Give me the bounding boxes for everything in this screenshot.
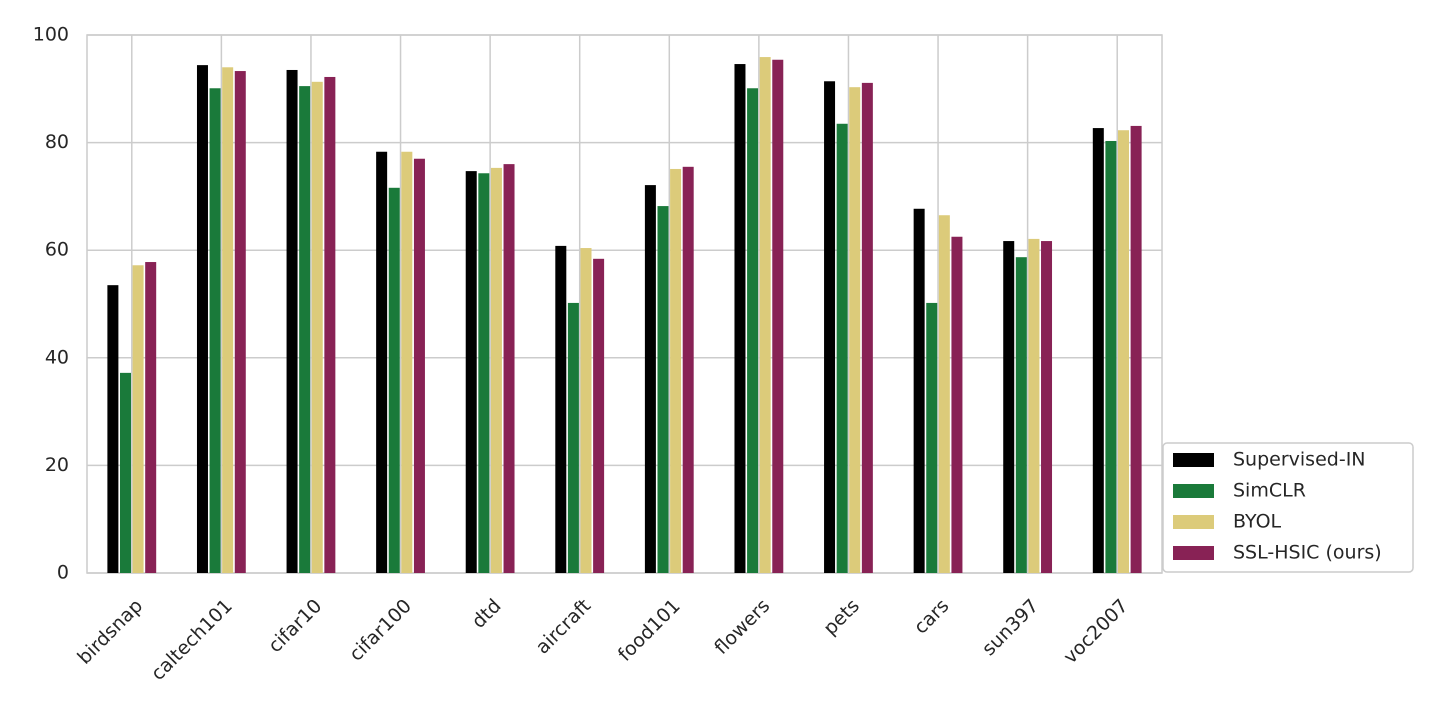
bar bbox=[593, 258, 605, 573]
bar bbox=[759, 57, 771, 574]
y-tick-label: 60 bbox=[45, 239, 69, 261]
bar bbox=[1105, 140, 1117, 573]
bar bbox=[132, 265, 144, 573]
x-tick-label: dtd bbox=[468, 595, 506, 633]
bar bbox=[1041, 241, 1053, 573]
bar bbox=[196, 65, 208, 574]
x-tick-label: voc2007 bbox=[1059, 595, 1132, 668]
bar bbox=[222, 67, 234, 573]
bar bbox=[311, 81, 323, 573]
bar bbox=[657, 206, 669, 574]
bar bbox=[209, 88, 221, 574]
bar bbox=[465, 171, 477, 573]
bar bbox=[644, 185, 656, 574]
legend-swatch bbox=[1173, 546, 1214, 560]
bar bbox=[580, 248, 592, 573]
bar bbox=[299, 86, 311, 574]
bar bbox=[1092, 128, 1104, 573]
y-tick-label: 0 bbox=[57, 562, 69, 584]
bar bbox=[682, 166, 694, 573]
x-tick-label: sun397 bbox=[978, 595, 1043, 660]
bar bbox=[926, 302, 938, 573]
bar bbox=[478, 173, 490, 574]
legend-box bbox=[1162, 442, 1414, 573]
legend-label: SimCLR bbox=[1233, 480, 1306, 502]
bar bbox=[413, 158, 425, 574]
bar bbox=[1015, 257, 1027, 573]
bar bbox=[951, 236, 963, 573]
bar bbox=[747, 88, 759, 574]
x-tick-label: food101 bbox=[614, 595, 685, 666]
x-tick-label: cifar100 bbox=[345, 595, 416, 666]
x-tick-label: pets bbox=[819, 595, 864, 640]
plot-area bbox=[86, 34, 1163, 574]
bar bbox=[119, 372, 131, 573]
bar bbox=[567, 302, 579, 573]
bar bbox=[670, 168, 682, 573]
x-tick-label: aircraft bbox=[531, 595, 595, 659]
legend-swatch bbox=[1173, 453, 1214, 467]
bar bbox=[286, 69, 298, 573]
bar bbox=[145, 262, 157, 573]
y-tick-label: 80 bbox=[45, 131, 69, 153]
bar bbox=[324, 76, 336, 574]
y-tick-label: 20 bbox=[45, 454, 69, 476]
bar bbox=[824, 81, 836, 573]
x-tick-label: caltech101 bbox=[147, 595, 237, 685]
bar bbox=[490, 167, 502, 574]
bar bbox=[913, 208, 925, 574]
bar bbox=[1028, 238, 1040, 574]
bar bbox=[734, 64, 746, 573]
bar bbox=[107, 285, 119, 573]
x-tick-label: birdsnap bbox=[73, 595, 147, 669]
x-tick-label: flowers bbox=[710, 595, 774, 659]
legend-label: Supervised-IN bbox=[1233, 449, 1366, 471]
x-tick-label: cifar10 bbox=[264, 595, 326, 657]
bar bbox=[861, 82, 873, 573]
bar bbox=[503, 164, 515, 573]
bar bbox=[1003, 241, 1015, 573]
bar bbox=[849, 87, 861, 573]
legend-swatch bbox=[1173, 484, 1214, 498]
y-tick-label: 40 bbox=[45, 346, 69, 368]
bar bbox=[376, 151, 388, 573]
legend-swatch bbox=[1173, 515, 1214, 529]
y-tick-label: 100 bbox=[33, 24, 69, 46]
bar bbox=[938, 215, 950, 574]
bar bbox=[555, 245, 567, 573]
bar bbox=[401, 151, 413, 573]
x-tick-label: cars bbox=[910, 595, 954, 639]
bar bbox=[388, 187, 400, 574]
bar bbox=[234, 71, 246, 574]
legend-label: BYOL bbox=[1233, 511, 1282, 533]
bar bbox=[772, 59, 784, 574]
bar bbox=[1118, 130, 1130, 573]
bar bbox=[836, 123, 848, 574]
legend-label: SSL-HSIC (ours) bbox=[1233, 542, 1382, 564]
bar bbox=[1130, 125, 1142, 573]
